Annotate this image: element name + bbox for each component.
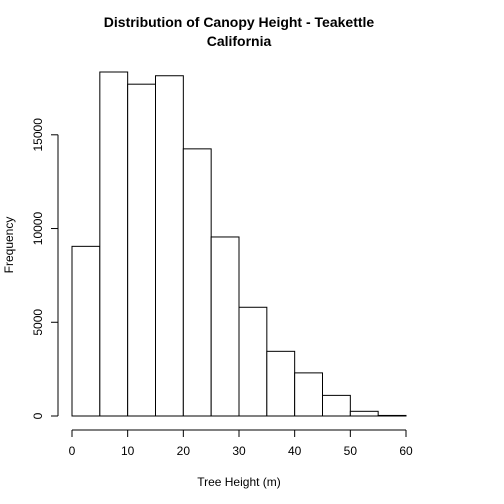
- chart-title-line-1: Distribution of Canopy Height - Teakettl…: [104, 14, 375, 30]
- x-tick-label: 10: [121, 444, 135, 458]
- y-tick-label: 15000: [31, 118, 45, 152]
- histogram-bar: [155, 75, 184, 417]
- x-tick-label: 60: [399, 444, 413, 458]
- histogram-bar: [99, 71, 129, 417]
- histogram-bar: [349, 410, 379, 417]
- histogram-bar: [322, 394, 351, 417]
- histogram-bar: [377, 414, 407, 417]
- x-axis-label: Tree Height (m): [197, 475, 281, 489]
- y-tick-label: 5000: [31, 309, 45, 336]
- y-axis: 0 5000 10000 15000: [31, 118, 59, 419]
- x-tick-label: 40: [288, 444, 302, 458]
- x-tick-label: 30: [232, 444, 246, 458]
- x-tick-label: 20: [177, 444, 191, 458]
- histogram-bar: [266, 350, 296, 417]
- histogram-bar: [182, 148, 212, 417]
- histogram-bars: [71, 71, 407, 417]
- x-axis: 0 10 20 30 40 50 60: [69, 429, 413, 458]
- histogram-bar: [71, 245, 101, 417]
- histogram-bar: [294, 372, 323, 417]
- y-axis-label: Frequency: [2, 217, 16, 274]
- histogram-bar: [210, 236, 240, 417]
- x-tick-label: 0: [69, 444, 76, 458]
- y-tick-label: 10000: [31, 212, 45, 246]
- x-tick-label: 50: [344, 444, 358, 458]
- chart-title-line-2: California: [207, 33, 272, 49]
- histogram-bar: [238, 306, 268, 417]
- histogram-bar: [127, 83, 156, 417]
- y-tick-label: 0: [31, 412, 45, 419]
